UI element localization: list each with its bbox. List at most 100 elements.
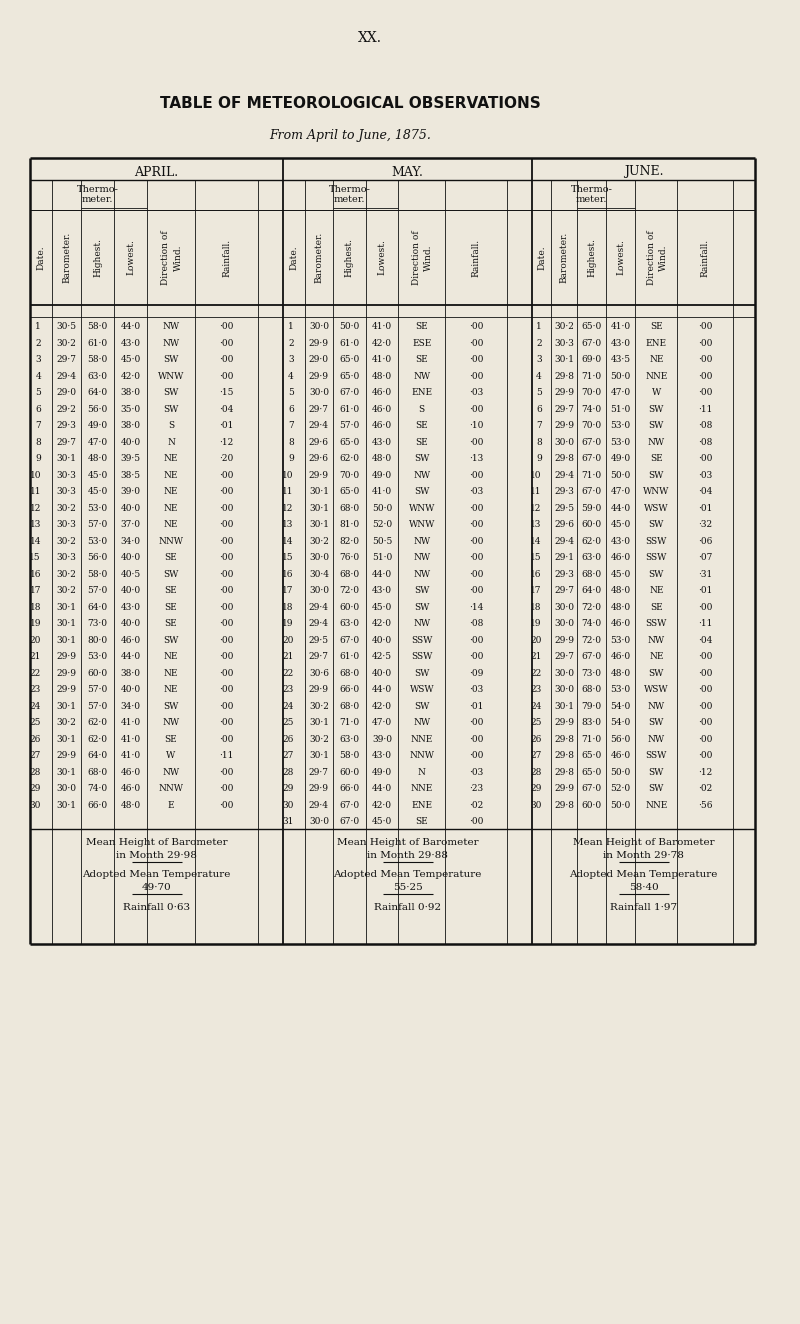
Text: SW: SW bbox=[414, 702, 430, 711]
Text: 4: 4 bbox=[536, 372, 542, 381]
Text: NE: NE bbox=[164, 454, 178, 463]
Text: 64·0: 64·0 bbox=[87, 752, 107, 760]
Text: Rainfall 0·63: Rainfall 0·63 bbox=[123, 903, 190, 912]
Text: 15: 15 bbox=[282, 553, 294, 563]
Text: W: W bbox=[166, 752, 176, 760]
Text: 29·4: 29·4 bbox=[309, 801, 329, 810]
Text: N: N bbox=[167, 438, 175, 448]
Text: 29·7: 29·7 bbox=[309, 768, 329, 777]
Text: 2: 2 bbox=[35, 339, 41, 348]
Text: NW: NW bbox=[162, 323, 179, 331]
Text: 79·0: 79·0 bbox=[582, 702, 602, 711]
Text: 34·0: 34·0 bbox=[121, 702, 141, 711]
Text: ·00: ·00 bbox=[470, 355, 483, 364]
Text: 48·0: 48·0 bbox=[372, 454, 392, 463]
Text: NE: NE bbox=[164, 504, 178, 512]
Text: ·00: ·00 bbox=[698, 719, 712, 727]
Text: 4: 4 bbox=[288, 372, 294, 381]
Text: 30·2: 30·2 bbox=[57, 538, 77, 545]
Text: 30·1: 30·1 bbox=[309, 520, 329, 530]
Text: 64·0: 64·0 bbox=[582, 587, 602, 596]
Text: ·08: ·08 bbox=[470, 620, 483, 629]
Text: 28: 28 bbox=[530, 768, 542, 777]
Text: NE: NE bbox=[164, 520, 178, 530]
Text: ·03: ·03 bbox=[470, 388, 483, 397]
Text: meter.: meter. bbox=[82, 196, 114, 204]
Text: ·00: ·00 bbox=[698, 669, 712, 678]
Text: Rainfall 1·97: Rainfall 1·97 bbox=[610, 903, 677, 912]
Text: 45·0: 45·0 bbox=[87, 471, 108, 479]
Text: 29·9: 29·9 bbox=[554, 388, 574, 397]
Text: ·00: ·00 bbox=[219, 355, 234, 364]
Text: NW: NW bbox=[414, 471, 430, 479]
Text: 46·0: 46·0 bbox=[121, 636, 141, 645]
Text: 30·0: 30·0 bbox=[309, 587, 329, 596]
Text: SSW: SSW bbox=[646, 752, 667, 760]
Text: ·04: ·04 bbox=[698, 487, 712, 496]
Text: ·00: ·00 bbox=[470, 339, 483, 348]
Text: 45·0: 45·0 bbox=[610, 520, 630, 530]
Text: ·03: ·03 bbox=[698, 471, 712, 479]
Text: 30·0: 30·0 bbox=[554, 602, 574, 612]
Text: 7: 7 bbox=[536, 421, 542, 430]
Text: 41·0: 41·0 bbox=[372, 487, 392, 496]
Text: 50·0: 50·0 bbox=[610, 471, 630, 479]
Text: 53·0: 53·0 bbox=[610, 686, 630, 694]
Text: 16: 16 bbox=[282, 569, 294, 579]
Text: 18: 18 bbox=[530, 602, 542, 612]
Text: 61·0: 61·0 bbox=[339, 339, 359, 348]
Text: ·10: ·10 bbox=[470, 421, 483, 430]
Text: ·00: ·00 bbox=[219, 538, 234, 545]
Text: 58·0: 58·0 bbox=[339, 752, 359, 760]
Text: 44·0: 44·0 bbox=[372, 686, 392, 694]
Text: ·00: ·00 bbox=[698, 702, 712, 711]
Text: 30·2: 30·2 bbox=[57, 339, 77, 348]
Text: 43·0: 43·0 bbox=[372, 438, 392, 448]
Text: 68·0: 68·0 bbox=[582, 569, 602, 579]
Text: SE: SE bbox=[415, 817, 428, 826]
Text: ·00: ·00 bbox=[470, 471, 483, 479]
Text: SSW: SSW bbox=[646, 553, 667, 563]
Text: Thermo-: Thermo- bbox=[329, 185, 370, 195]
Text: 29·4: 29·4 bbox=[554, 538, 574, 545]
Text: 30·3: 30·3 bbox=[57, 487, 77, 496]
Text: 22: 22 bbox=[282, 669, 294, 678]
Text: 53·0: 53·0 bbox=[87, 504, 107, 512]
Text: Mean Height of Barometer: Mean Height of Barometer bbox=[573, 838, 714, 847]
Text: 74·0: 74·0 bbox=[87, 784, 107, 793]
Text: 68·0: 68·0 bbox=[582, 686, 602, 694]
Text: 40·0: 40·0 bbox=[372, 636, 392, 645]
Text: 46·0: 46·0 bbox=[610, 752, 630, 760]
Text: 66·0: 66·0 bbox=[339, 686, 359, 694]
Text: NNE: NNE bbox=[410, 784, 433, 793]
Text: 37·0: 37·0 bbox=[121, 520, 141, 530]
Text: 5: 5 bbox=[536, 388, 542, 397]
Text: 72·0: 72·0 bbox=[339, 587, 359, 596]
Text: 29·7: 29·7 bbox=[57, 438, 77, 448]
Text: ·07: ·07 bbox=[698, 553, 712, 563]
Text: SW: SW bbox=[649, 520, 664, 530]
Text: NW: NW bbox=[162, 719, 179, 727]
Text: SW: SW bbox=[649, 768, 664, 777]
Text: ·00: ·00 bbox=[470, 438, 483, 448]
Text: 66·0: 66·0 bbox=[339, 784, 359, 793]
Text: 58·0: 58·0 bbox=[87, 323, 108, 331]
Text: 1: 1 bbox=[536, 323, 542, 331]
Text: 19: 19 bbox=[282, 620, 294, 629]
Text: 29: 29 bbox=[282, 784, 294, 793]
Text: 39·0: 39·0 bbox=[121, 487, 141, 496]
Text: 11: 11 bbox=[530, 487, 542, 496]
Text: 27: 27 bbox=[282, 752, 294, 760]
Text: 40·0: 40·0 bbox=[121, 587, 141, 596]
Text: SW: SW bbox=[649, 405, 664, 414]
Text: SW: SW bbox=[163, 388, 178, 397]
Text: ·00: ·00 bbox=[219, 735, 234, 744]
Text: ·03: ·03 bbox=[470, 487, 483, 496]
Text: Lowest.: Lowest. bbox=[378, 240, 386, 275]
Text: Direction of: Direction of bbox=[162, 230, 170, 285]
Text: 16: 16 bbox=[30, 569, 41, 579]
Text: 30·1: 30·1 bbox=[309, 719, 329, 727]
Text: WNW: WNW bbox=[643, 487, 670, 496]
Text: SW: SW bbox=[414, 602, 430, 612]
Text: 63·0: 63·0 bbox=[339, 620, 359, 629]
